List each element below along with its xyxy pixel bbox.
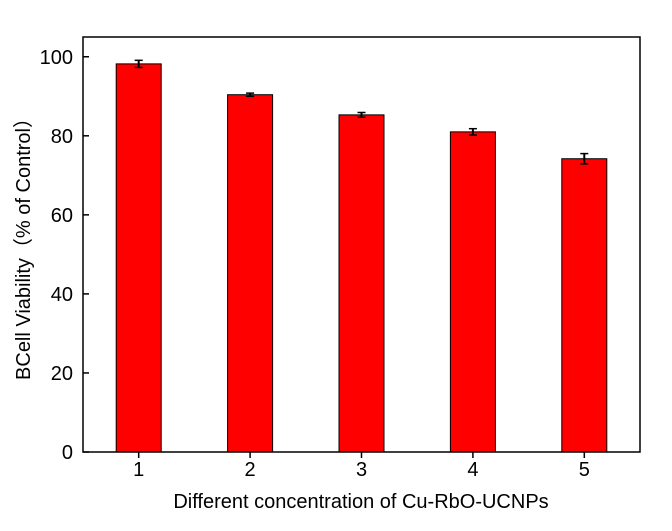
x-tick-label-3: 3	[356, 459, 367, 481]
x-axis-title: Different concentration of Cu-RbO-UCNPs	[173, 491, 548, 513]
y-tick-label-20: 20	[51, 363, 73, 385]
error-bars-group	[134, 59, 589, 165]
bar-4	[449, 131, 496, 453]
x-tick-label-1: 1	[133, 459, 144, 481]
x-tick-label-4: 4	[467, 459, 478, 481]
y-tick-label-0: 0	[62, 442, 73, 464]
bar-3	[338, 114, 385, 453]
y-tick-label-100: 100	[40, 47, 73, 69]
y-tick-label-40: 40	[51, 284, 73, 306]
y-axis-title: BCell Viability（% of Control）	[12, 108, 35, 380]
y-axis: 0 20 40 60 80 100	[40, 47, 89, 464]
bar-1	[115, 63, 162, 453]
x-axis: 1 2 3 4 5	[133, 452, 590, 481]
y-tick-label-60: 60	[51, 205, 73, 227]
x-tick-label-5: 5	[579, 459, 590, 481]
bars-group	[115, 63, 608, 453]
x-tick-label-2: 2	[245, 459, 256, 481]
bar-2	[227, 94, 274, 453]
y-tick-label-80: 80	[51, 126, 73, 148]
bar-5	[561, 158, 608, 453]
